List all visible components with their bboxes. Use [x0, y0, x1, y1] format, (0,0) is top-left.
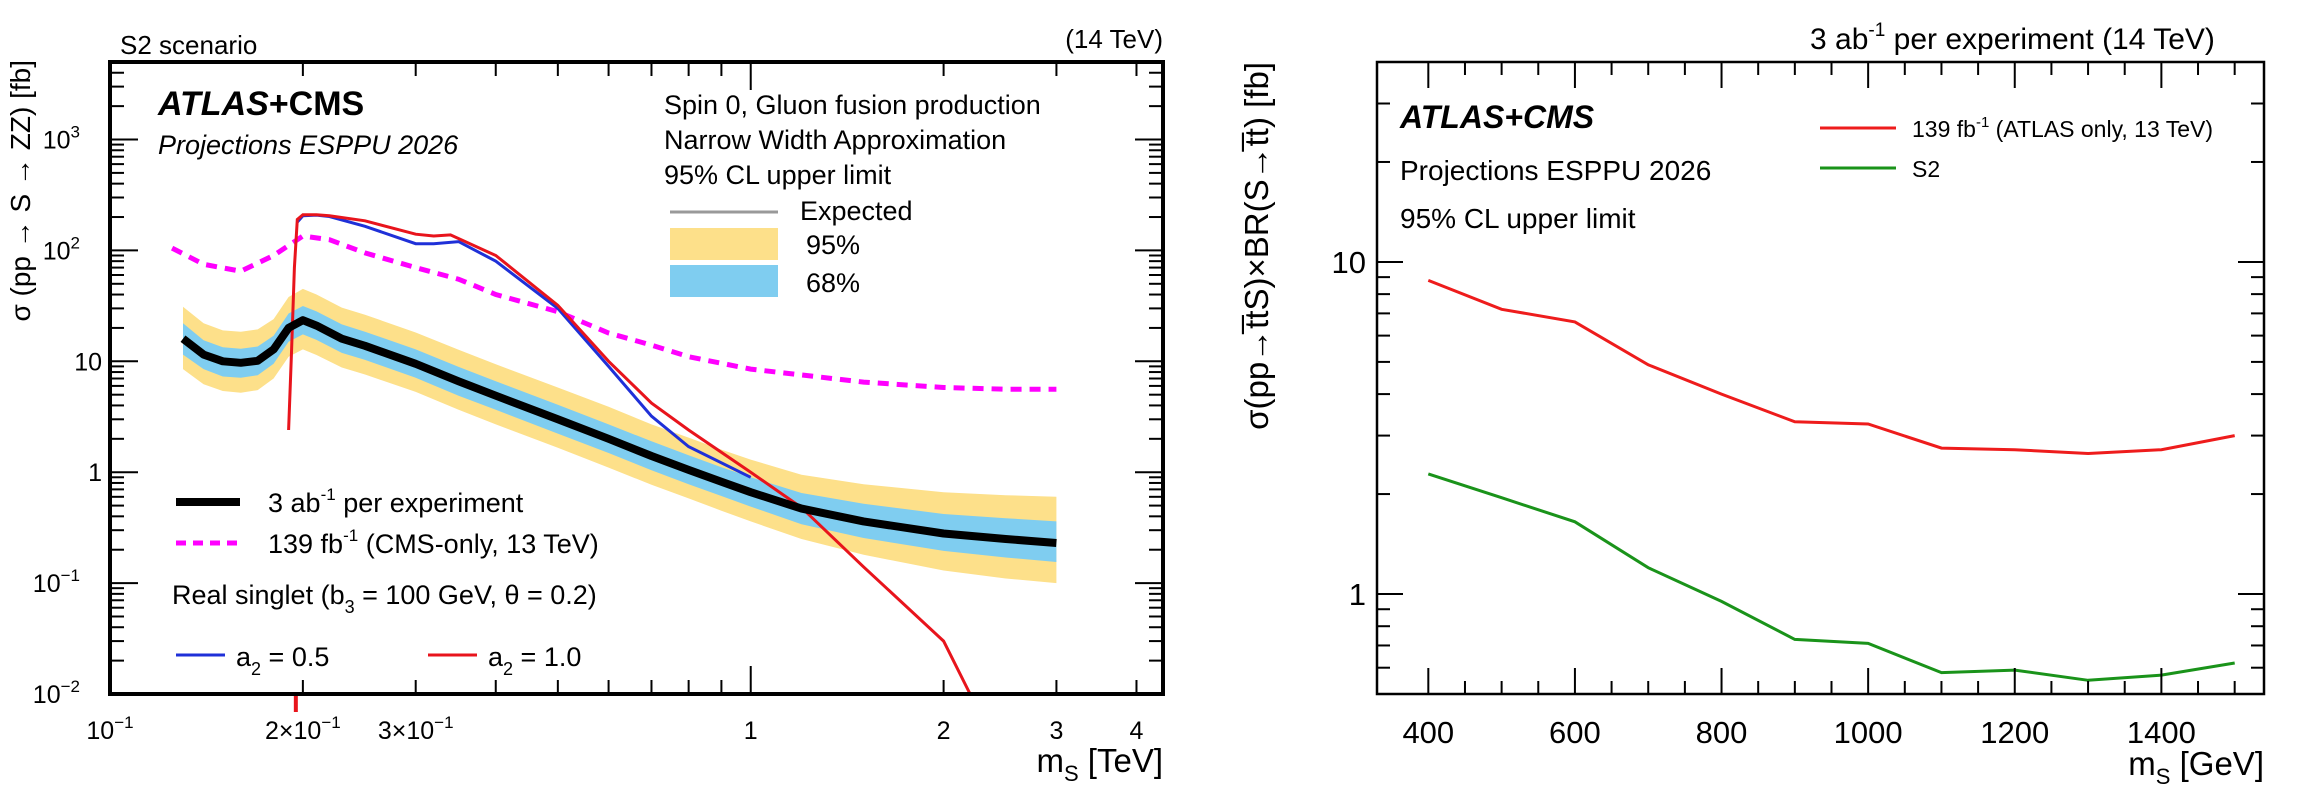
legend-atlas-label: 139 fb-1 (ATLAS only, 13 TeV): [1912, 114, 2213, 142]
x-tick-label: 400: [1402, 715, 1454, 750]
series-s2: [1427, 472, 2235, 682]
y-tick-label: 10: [1332, 245, 1366, 280]
left-energy-label: (14 TeV): [1065, 24, 1163, 54]
legend-singlet-label: Real singlet (b3 = 100 GeV, θ = 0.2): [172, 580, 597, 617]
y-tick-label: 10−2: [33, 677, 80, 709]
legend-main-label: 3 ab-1 per experiment: [268, 485, 524, 518]
series-atlas-139fb: [1427, 279, 2235, 456]
y-tick-label: 10: [74, 348, 102, 376]
y-tick-label: 1: [1349, 577, 1366, 612]
right-title: 3 ab-1 per experiment (14 TeV): [1810, 20, 2215, 56]
series-expected-3ab: [180, 316, 1057, 547]
legend-s2-label: S2: [1912, 156, 1940, 182]
y-tick-label: 103: [43, 123, 80, 155]
right-frame: [1375, 60, 2266, 696]
right-chart: 400 600 800 1000 1200 1400 1 10 3 ab-1 per expe…: [1238, 20, 2266, 788]
x-tick-label: 3×10−1: [378, 713, 454, 745]
right-x-axis-title: mS [GeV]: [2128, 745, 2264, 788]
right-experiment-label: ATLAS+CMS: [1399, 99, 1595, 135]
y-tick-label: 10−1: [33, 566, 80, 598]
left-x-axis-title: mS [TeV]: [1036, 742, 1163, 786]
legend-a05-label: a2 = 0.5: [236, 642, 329, 679]
x-tick-label: 1200: [1980, 715, 2049, 750]
x-tick-label: 4: [1130, 717, 1144, 745]
left-info-line-2: Narrow Width Approximation: [664, 125, 1006, 155]
x-tick-label: 10−1: [86, 713, 133, 745]
band-68: [183, 306, 1057, 562]
x-tick-label: 2: [937, 717, 951, 745]
y-tick-label: 1: [88, 459, 102, 487]
left-y-axis-title: σ (pp → S → ZZ) [fb]: [5, 60, 36, 322]
right-y-axis-title: σ(pp→t̅tS)×BR(S→t̅t) [fb]: [1238, 62, 1275, 430]
x-tick-label: 1400: [2127, 715, 2196, 750]
left-experiment-label: ATLAS+CMS: [157, 85, 364, 123]
legend-95-label: 95%: [806, 230, 860, 260]
series-a2-1.0: [287, 213, 972, 695]
x-tick-label: 2×10−1: [265, 713, 341, 745]
left-projection-label: Projections ESPPU 2026: [158, 130, 459, 160]
left-info-line-3: 95% CL upper limit: [664, 160, 892, 190]
left-info-line-1: Spin 0, Gluon fusion production: [664, 90, 1041, 120]
legend-expected-label: Expected: [800, 196, 913, 226]
y-tick-label: 102: [43, 233, 80, 265]
x-tick-label: 1000: [1834, 715, 1903, 750]
legend-68-swatch: [670, 265, 778, 297]
x-tick-label: 800: [1696, 715, 1748, 750]
series-cms-139fb: [170, 233, 1057, 392]
legend-a10-label: a2 = 1.0: [488, 642, 581, 679]
legend-95-swatch: [670, 228, 778, 260]
left-scenario-label: S2 scenario: [120, 30, 257, 60]
x-tick-label: 600: [1549, 715, 1601, 750]
x-tick-label: 3: [1049, 717, 1063, 745]
legend-cms-label: 139 fb-1 (CMS-only, 13 TeV): [268, 526, 599, 559]
right-projection-label: Projections ESPPU 2026: [1400, 155, 1711, 186]
x-tick-label: 1: [744, 717, 758, 745]
right-limit-label: 95% CL upper limit: [1400, 203, 1636, 234]
legend-68-label: 68%: [806, 268, 860, 298]
